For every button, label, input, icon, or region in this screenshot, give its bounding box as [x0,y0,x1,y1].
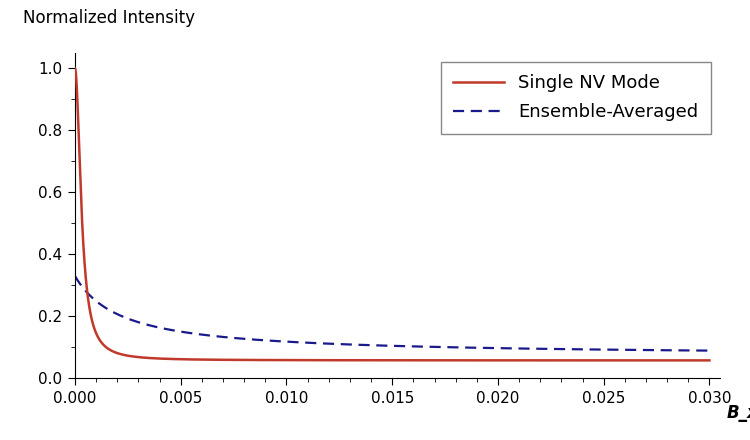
Single NV Mode [313,358,322,363]
Ensemble-Averaged [544,346,553,352]
Single NV Mode [483,358,492,363]
Single NV Mode [592,358,601,363]
Text: B_x: B_x [727,404,750,422]
Legend: Single NV Mode, Ensemble-Averaged: Single NV Mode, Ensemble-Averaged [440,62,711,134]
Ensemble-Averaged [313,341,322,346]
Line: Ensemble-Averaged: Ensemble-Averaged [75,276,710,351]
Ensemble-Averaged [70,273,80,279]
Ensemble-Averaged [483,345,492,351]
Ensemble-Averaged [186,330,195,336]
Ensemble-Averaged [592,347,601,352]
Text: Normalized Intensity: Normalized Intensity [23,9,196,27]
Single NV Mode [544,358,553,363]
Single NV Mode [70,66,80,71]
Single NV Mode [186,357,195,362]
Ensemble-Averaged [451,345,460,350]
Single NV Mode [451,358,460,363]
Ensemble-Averaged [705,348,714,353]
Single NV Mode [705,358,714,363]
Line: Single NV Mode: Single NV Mode [75,68,710,360]
